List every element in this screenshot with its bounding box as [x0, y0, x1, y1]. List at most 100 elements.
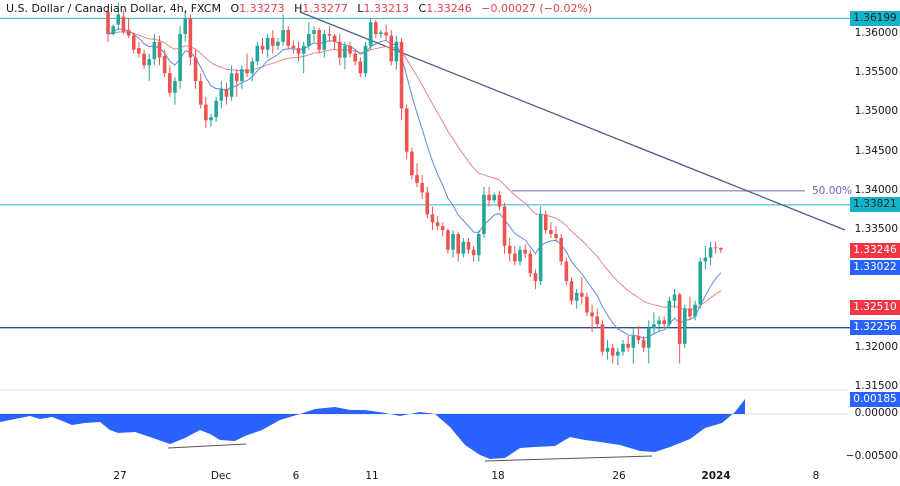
- candle-body: [646, 328, 651, 348]
- open-value: 1.33273: [239, 2, 285, 15]
- candle-body: [240, 69, 244, 82]
- price-tag-blue: 1.32256: [850, 320, 900, 336]
- candle-body: [178, 34, 182, 82]
- candle-body: [229, 73, 234, 97]
- candle-body: [683, 308, 687, 344]
- price-tick-label: 1.31500: [854, 379, 898, 392]
- candle-body: [173, 81, 177, 93]
- candle-body: [121, 16, 126, 32]
- candle-body: [317, 30, 321, 50]
- candle-body: [368, 22, 373, 46]
- downtrend-line: [299, 11, 846, 231]
- candle-body: [255, 45, 260, 62]
- candle-body: [533, 273, 538, 282]
- candle-body: [564, 261, 569, 282]
- candle-body: [157, 41, 162, 58]
- candle-body: [106, 12, 110, 34]
- symbol-legend: U.S. Dollar / Canadian Dollar, 4h, FXCM …: [6, 2, 592, 15]
- candle-body: [518, 249, 522, 262]
- time-tick-label: Dec: [210, 470, 232, 482]
- symbol-title: U.S. Dollar / Canadian Dollar, 4h, FXCM: [6, 2, 221, 15]
- candle-body: [147, 59, 151, 66]
- candle-body: [605, 347, 610, 352]
- candle-body: [538, 214, 543, 282]
- candle-body: [528, 253, 533, 274]
- candle-body: [719, 248, 723, 250]
- divergence-line-2: [484, 455, 653, 462]
- candle-body: [343, 45, 347, 58]
- time-tick-label: 6: [292, 470, 300, 482]
- candle-body: [116, 14, 121, 25]
- price-tag-red: 1.32510: [850, 300, 900, 316]
- candle-body: [291, 45, 296, 49]
- candle-body: [677, 294, 682, 344]
- candle-body: [307, 34, 311, 46]
- candle-body: [137, 48, 141, 54]
- osc-tick-label: −0.00500: [845, 450, 898, 462]
- candle-body: [492, 194, 497, 201]
- candle-body: [482, 194, 486, 235]
- candle-body: [348, 45, 352, 54]
- time-tick-label: 18: [491, 470, 505, 482]
- candle-body: [322, 34, 327, 50]
- candle-body: [435, 222, 440, 227]
- candle-body: [404, 108, 409, 152]
- candle-body: [626, 343, 630, 348]
- candle-body: [590, 312, 594, 317]
- candle-body: [198, 81, 203, 105]
- fast-ma-line: [107, 28, 722, 340]
- time-tick-label: 26: [612, 470, 626, 482]
- candle-body: [688, 308, 692, 317]
- candle-body: [631, 335, 636, 348]
- candle-body: [667, 300, 672, 325]
- candle-body: [461, 241, 466, 254]
- candle-body: [456, 234, 460, 254]
- candle-body: [657, 320, 661, 325]
- candle-body: [162, 55, 167, 74]
- candle-body: [374, 22, 378, 34]
- time-tick-label: 8: [812, 470, 820, 482]
- candle-body: [332, 35, 337, 42]
- candle-body: [477, 234, 481, 256]
- candle-body: [507, 245, 512, 254]
- candle-body: [327, 34, 332, 36]
- candle-body: [585, 296, 589, 313]
- candle-body: [224, 88, 229, 97]
- candle-body: [209, 117, 213, 121]
- candle-body: [260, 45, 265, 50]
- candle-body: [363, 45, 368, 74]
- candle-body: [466, 241, 471, 250]
- time-tick-label: 11: [365, 470, 379, 482]
- candle-body: [708, 247, 713, 258]
- candle-body: [451, 234, 455, 250]
- time-tick-label: 27: [113, 470, 127, 482]
- candle-body: [126, 30, 131, 36]
- time-tick-label: 2024: [701, 470, 731, 482]
- candle-body: [513, 253, 517, 262]
- candle-body: [559, 237, 563, 262]
- price-tick-label: 1.36000: [854, 27, 898, 39]
- candle-body: [430, 214, 435, 223]
- candle-body: [595, 316, 600, 325]
- candle-body: [672, 294, 677, 301]
- candle-body: [652, 324, 656, 329]
- high-value: 1.33277: [302, 2, 348, 15]
- candle-body: [574, 292, 579, 301]
- candle-body: [425, 192, 430, 215]
- price-tick-label: 1.34000: [854, 183, 898, 196]
- close-label: C: [418, 2, 427, 15]
- price-tag-cyan: 1.36199: [850, 10, 900, 26]
- price-tag-blue: 1.33022: [850, 260, 900, 276]
- price-tick-label: 1.35000: [854, 105, 898, 118]
- candle-body: [379, 32, 383, 34]
- high-label: H: [294, 2, 303, 15]
- price-tag-red: 1.33246: [850, 242, 900, 258]
- candle-body: [621, 343, 625, 352]
- candle-body: [271, 37, 275, 46]
- price-tick-label: 1.32000: [854, 340, 898, 353]
- divergence-line-1: [167, 443, 247, 449]
- candle-body: [471, 249, 476, 256]
- candle-body: [569, 281, 574, 301]
